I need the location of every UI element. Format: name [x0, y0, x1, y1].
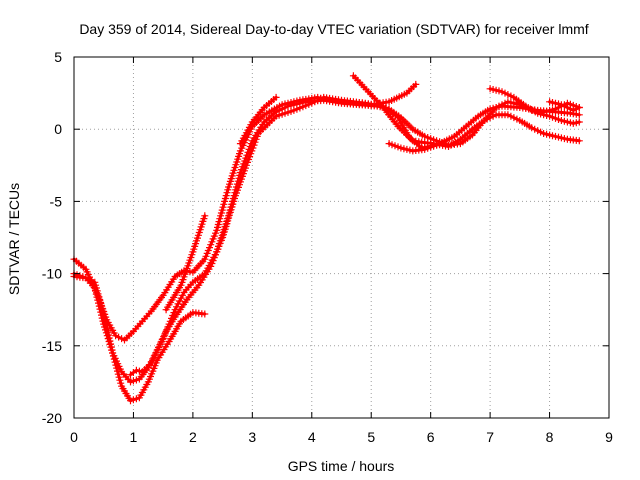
y-tick-label: -5 — [50, 193, 63, 209]
series-markers — [162, 212, 209, 314]
y-tick-label: -15 — [42, 338, 62, 354]
series-layer — [70, 72, 583, 405]
series-6 — [236, 93, 280, 148]
plot-border — [73, 56, 610, 419]
chart-title: Day 359 of 2014, Sidereal Day-to-day VTE… — [79, 21, 588, 37]
x-tick-label: 4 — [308, 429, 316, 445]
x-tick-label: 2 — [189, 429, 197, 445]
x-tick-label: 1 — [130, 429, 138, 445]
series-7 — [349, 72, 583, 150]
series-10 — [546, 98, 583, 114]
series-9 — [486, 85, 583, 127]
y-tick-label: 5 — [54, 49, 62, 65]
y-tick-label: -20 — [42, 410, 62, 426]
series-markers — [486, 85, 583, 127]
x-axis-label: GPS time / hours — [288, 458, 395, 474]
series-markers — [546, 98, 583, 114]
x-tick-label: 9 — [605, 429, 613, 445]
x-tick-label: 6 — [427, 429, 435, 445]
x-tick-label: 3 — [248, 429, 256, 445]
series-markers — [236, 93, 280, 148]
series-5 — [162, 212, 209, 314]
y-tick-label: -10 — [42, 266, 62, 282]
series-markers — [385, 140, 441, 155]
x-tick-label: 0 — [70, 429, 78, 445]
series-8 — [385, 140, 441, 155]
series-3 — [70, 270, 209, 405]
x-tick-label: 5 — [367, 429, 375, 445]
ticks: 0 1 2 3 4 5 6 7 8 9 5 0 -5 -10 -15 -20 — [42, 49, 613, 445]
series-markers — [349, 72, 583, 150]
x-tick-label: 7 — [486, 429, 494, 445]
y-axis-label: SDTVAR / TECUs — [6, 183, 22, 295]
y-tick-label: 0 — [54, 121, 62, 137]
x-tick-label: 8 — [546, 429, 554, 445]
